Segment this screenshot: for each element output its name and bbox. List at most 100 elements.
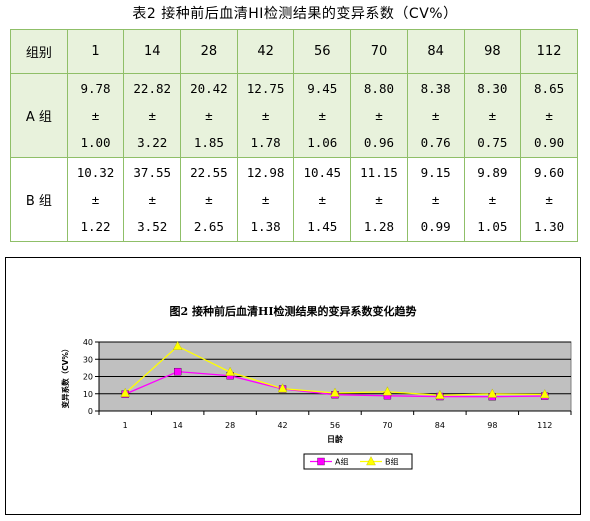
cell-mean: 12.75 [246,81,285,96]
chart-title: 图2 接种前后血清HI检测结果的变异系数变化趋势 [169,304,416,318]
cell-sd: 0.99 [420,219,451,234]
header-day-14: 14 [123,29,182,74]
cell-mean: 20.42 [190,81,228,96]
cell-sd: 1.05 [477,219,508,234]
header-day-70: 70 [350,29,408,74]
y-tick-label: 40 [83,338,93,347]
cell-mean: 9.78 [80,81,111,96]
cell-plusminus: ± [375,108,383,123]
cell-mean: 22.55 [190,165,228,180]
legend-label-2: B组 [385,457,399,467]
cell-sd: 0.96 [363,135,395,150]
legend-marker-1 [317,457,325,466]
cell-sd: 3.22 [137,135,168,150]
cell-plusminus: ± [318,108,327,123]
series-2-point [120,387,130,397]
cell-sd: 0.75 [477,135,508,150]
cell-sd: 1.30 [534,219,565,234]
table-cell: 37.55 ±3.52 [123,157,182,242]
cell-sd: 1.28 [363,219,395,234]
cell-mean: 8.65 [534,81,565,96]
table-row: B 组 10.32 ±1.22 37.55 ±3.52 22.55 ±2.65 12.98 ±1… [10,157,578,242]
cell-plusminus: ± [318,192,327,207]
table-cell: 8.30 ±0.75 [463,73,522,158]
cell-plusminus: ± [148,192,156,207]
cell-sd: 1.22 [80,219,111,234]
cell-plusminus: ± [545,108,553,123]
cell-plusminus: ± [431,192,440,207]
cell-mean: 9.45 [307,81,338,96]
series-2-point [435,389,445,399]
cell-mean: 9.60 [534,165,565,180]
x-tick-label: 70 [382,421,392,430]
x-tick-label: 1 [123,421,128,430]
series-2-point [487,388,498,398]
cell-sd: 3.52 [137,219,168,234]
cell-plusminus: ± [545,192,553,207]
table-cell: 8.80 ±0.96 [350,73,408,158]
cell-sd: 1.78 [250,135,281,150]
table-cell: 8.38 ±0.76 [406,73,465,158]
cell-sd: 1.00 [80,135,111,150]
table-cell: 9.60 ±1.30 [520,157,578,242]
cell-mean: 8.38 [420,81,451,96]
x-axis-label: 日龄 [327,434,344,444]
legend-box [303,453,413,470]
table-cell: 11.15 ±1.28 [350,157,408,242]
table-cell: 9.78 ±1.00 [66,73,125,158]
cell-plusminus: ± [261,108,270,123]
cell-mean: 37.55 [133,165,172,180]
cell-mean: 12.98 [246,165,285,180]
data-table: 组别 1 14 28 42 56 70 84 98 112 A 组 9.78 ±1.00 22.82 ±… [10,29,578,242]
cell-plusminus: ± [205,108,213,123]
series-1-point [174,367,182,376]
legend-marker-2 [366,456,376,466]
series-2-point [277,383,288,393]
header-day-98: 98 [463,29,522,74]
table-header-row: 组别 1 14 28 42 56 70 84 98 112 [10,29,578,74]
table-title: 表2 接种前后血清HI检测结果的变异系数（CV%） [132,6,458,22]
cell-sd: 2.65 [193,219,224,234]
x-tick-label: 14 [173,421,183,430]
x-tick-label: 28 [225,421,235,430]
cell-sd: 1.85 [193,135,224,150]
table-row: A 组 9.78 ±1.00 22.82 ±3.22 20.42 ±1.85 12.75 ±1.… [10,73,578,158]
cell-sd: 0.76 [420,135,451,150]
x-tick-label: 84 [435,421,445,430]
x-tick-label: 112 [537,421,552,430]
cell-plusminus: ± [488,192,497,207]
line-chart: 图2 接种前后血清HI检测结果的变异系数变化趋势 0 10 20 30 40 1 14 28 42… [60,304,572,470]
header-day-84: 84 [406,29,465,74]
cell-mean: 10.32 [76,165,115,180]
cell-plusminus: ± [431,108,440,123]
cell-sd: 1.38 [250,219,281,234]
series-2-point [225,366,235,376]
cell-sd: 1.45 [307,219,338,234]
table-cell: 9.15 ±0.99 [406,157,465,242]
series-2-point [540,389,550,399]
chart-frame: 图2 接种前后血清HI检测结果的变异系数变化趋势 0 10 20 30 40 1 14 28 42… [5,257,581,515]
table-cell: 10.32 ±1.22 [66,157,125,242]
group-label: A 组 [10,73,68,158]
x-tick-label: 56 [330,421,340,430]
table-cell: 9.45 ±1.06 [293,73,352,158]
header-group-label: 组别 [10,29,68,74]
legend-label-1: A组 [335,457,348,467]
series-2-point [382,386,393,396]
x-tick-label: 42 [277,421,287,430]
series-2-point [172,340,183,350]
y-tick-label: 10 [83,390,93,399]
header-day-1: 1 [66,29,125,74]
cell-plusminus: ± [375,192,383,207]
cell-mean: 11.15 [360,165,398,180]
table-cell: 22.82 ±3.22 [123,73,182,158]
header-day-28: 28 [180,29,238,74]
series-2-point [330,387,340,397]
cell-plusminus: ± [205,192,213,207]
table-cell: 20.42 ±1.85 [180,73,238,158]
header-day-112: 112 [520,29,578,74]
cell-mean: 8.30 [477,81,508,96]
y-tick-label: 20 [83,373,93,382]
cell-plusminus: ± [148,108,156,123]
group-label: B 组 [10,157,68,242]
